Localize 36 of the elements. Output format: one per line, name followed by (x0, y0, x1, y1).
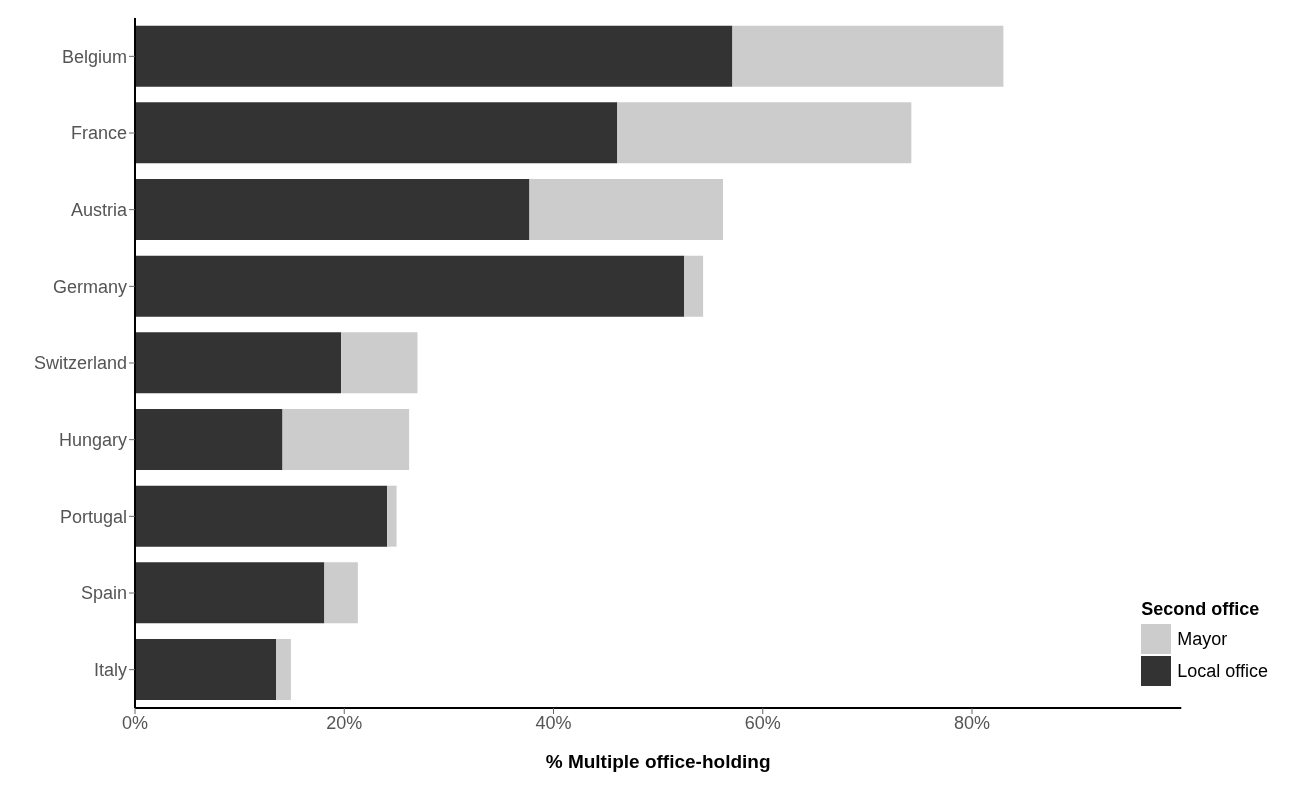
bar (135, 25, 733, 87)
bar (135, 332, 342, 394)
y-tick-label: Germany (52, 276, 127, 297)
x-tick-label: 80% (954, 712, 991, 733)
bar (135, 485, 388, 547)
y-tick-label: Belgium (61, 46, 127, 67)
bar (276, 639, 291, 700)
y-tick-label: Switzerland (33, 353, 127, 374)
bar (135, 639, 277, 700)
x-axis-title: % Multiple office-holding (545, 751, 771, 772)
bar (529, 179, 723, 240)
bar (135, 562, 325, 624)
legend-label: Local office (1177, 660, 1268, 682)
x-tick-label: 0% (121, 712, 149, 733)
x-tick-label: 20% (326, 712, 363, 733)
y-tick-label: Portugal (59, 506, 127, 527)
y-tick-label: Italy (93, 660, 127, 681)
bar (341, 332, 418, 394)
y-tick-label: Spain (80, 583, 127, 604)
bar (387, 485, 397, 547)
legend-title: Second office (1141, 599, 1261, 620)
bar (135, 409, 283, 470)
y-tick-label: Hungary (58, 430, 127, 451)
x-tick-label: 60% (744, 712, 781, 733)
bar (135, 255, 685, 317)
y-tick-label: Austria (70, 200, 128, 221)
bar (135, 102, 618, 164)
y-tick-label: France (70, 123, 127, 144)
bar (684, 255, 704, 317)
bar (282, 409, 410, 470)
bar (135, 179, 530, 240)
bar (324, 562, 358, 624)
bar (732, 25, 1004, 87)
legend-label: Mayor (1177, 628, 1228, 650)
bar (617, 102, 912, 164)
x-tick-label: 40% (535, 712, 572, 733)
